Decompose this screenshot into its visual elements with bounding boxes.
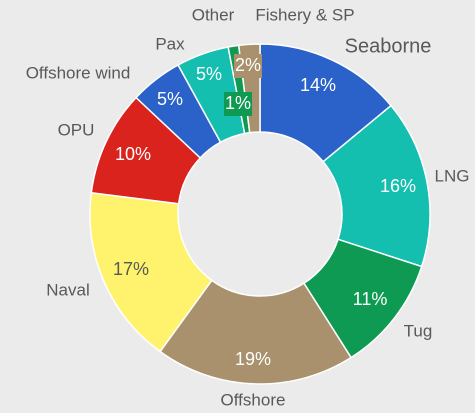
label-box [224,92,252,116]
category-label: Offshore wind [26,63,131,82]
category-label: Offshore [221,390,286,409]
donut-segment [322,104,431,268]
value-label: 10% [115,144,151,164]
category-label: LNG [435,166,470,185]
value-label: 17% [113,259,149,279]
donut-segment [89,191,213,353]
category-label: Tug [404,321,433,340]
category-label: Naval [46,280,89,299]
value-label: 14% [300,75,336,95]
category-label: Other [192,5,235,24]
category-label: Fishery & SP [255,5,354,24]
value-label: 5% [196,64,222,84]
value-label: 11% [353,289,388,309]
value-label: 5% [157,89,183,109]
value-label: 16% [380,176,416,196]
value-label: 2% [235,55,261,75]
label-box [234,54,262,78]
value-label: 19% [235,349,271,369]
donut-segment [159,279,353,385]
category-label: Pax [155,34,185,53]
category-label: Seaborne [345,35,432,57]
category-label: OPU [58,120,95,139]
value-label: 1% [225,93,251,113]
